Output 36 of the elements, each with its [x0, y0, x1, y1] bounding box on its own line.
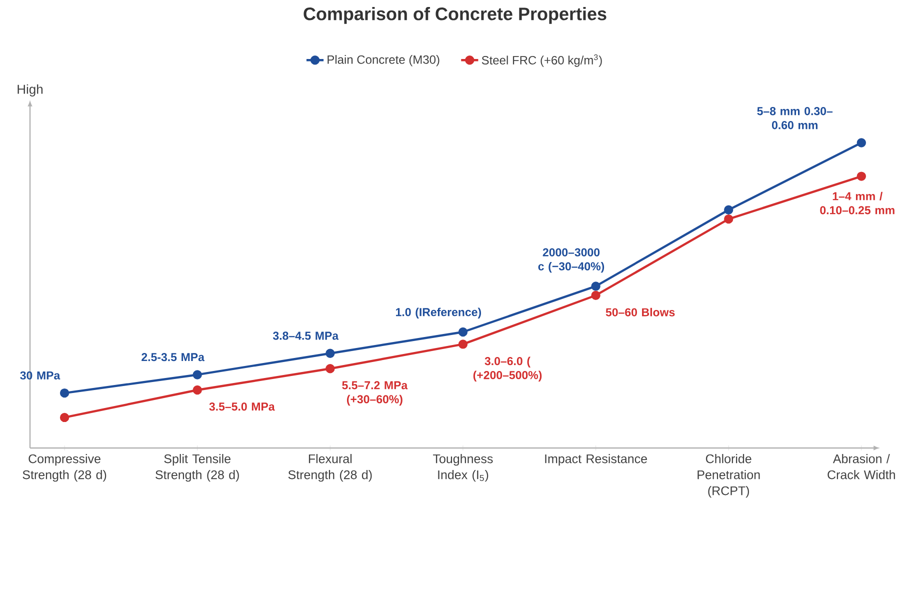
- legend-label: Plain Concrete (M30): [328, 55, 440, 66]
- annotation: 5.5–7.2 MPa (+30–60%): [342, 381, 408, 406]
- point: [591, 282, 600, 291]
- x-tick-label: Chloride Penetration (RCPT): [698, 454, 760, 498]
- point: [458, 340, 468, 349]
- point: [326, 348, 335, 358]
- legend-label: Steel FRC (+60 kg/m$^{3}$): [482, 54, 602, 67]
- annotation: 2000–3000 c (−30–40%): [538, 248, 604, 273]
- point: [60, 412, 70, 422]
- x-tick-label: Compressive Strength (28 d): [22, 454, 106, 482]
- x-tick-label: Abrasion / Crack Width: [828, 454, 895, 480]
- annotation: 1.0 (IReference): [396, 308, 481, 318]
- x-tick-label: Flexural Strength (28 d): [288, 454, 372, 482]
- point: [60, 388, 70, 398]
- point: [326, 364, 335, 374]
- point: [192, 370, 202, 380]
- annotation: 30 MPa: [20, 371, 60, 380]
- x-tick-label: Split Tensile Strength (28 d): [156, 454, 239, 482]
- point: [458, 327, 468, 337]
- annotation: 3.0–6.0 ( (+200–500%): [473, 356, 542, 382]
- point: [724, 214, 734, 224]
- annotation: 2.5-3.5 MPa: [142, 353, 205, 362]
- annotation: 3.8–4.5 MPa: [272, 332, 339, 340]
- annotation: 5–8 mm 0.30–0.60 mm: [757, 107, 833, 130]
- annotation: 50–60 Blows: [606, 308, 675, 316]
- y-axis-title: High: [18, 84, 43, 96]
- point: [856, 138, 866, 148]
- annotation: 1–4 mm / 0.10–0.25 mm: [820, 192, 894, 214]
- point: [192, 385, 202, 395]
- annotation: 3.5–5.0 MPa: [209, 402, 275, 411]
- x-tick-label: Toughness Index (I$_{5}$): [433, 454, 493, 482]
- x-tick-label: Impact Resistance: [545, 454, 647, 466]
- point: [591, 290, 600, 300]
- point: [724, 205, 734, 214]
- point: [856, 172, 866, 181]
- chart-title: Comparison of Concrete Properties: [304, 7, 606, 24]
